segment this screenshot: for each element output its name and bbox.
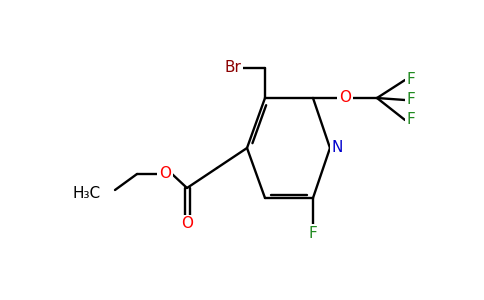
Text: H₃C: H₃C — [73, 187, 101, 202]
Text: O: O — [181, 217, 193, 232]
Text: Br: Br — [225, 61, 242, 76]
Text: F: F — [309, 226, 318, 241]
Text: N: N — [332, 140, 343, 155]
Text: O: O — [339, 91, 351, 106]
Text: F: F — [407, 92, 415, 107]
Text: F: F — [407, 112, 415, 128]
Text: F: F — [407, 73, 415, 88]
Text: O: O — [159, 167, 171, 182]
